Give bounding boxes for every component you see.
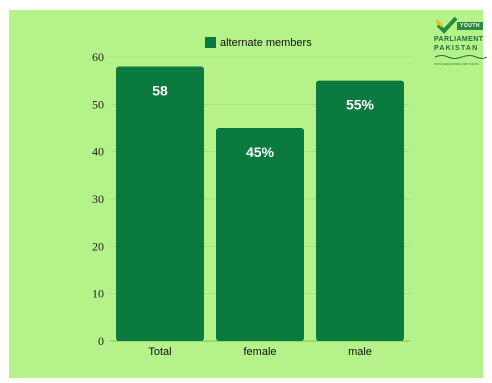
- data-label: 45%: [246, 144, 275, 160]
- bars: [116, 66, 404, 342]
- legend-swatch: [205, 37, 216, 48]
- logo-urdu-text: [434, 54, 490, 62]
- y-tick-label: 40: [92, 145, 104, 159]
- y-tick-label: 50: [92, 97, 104, 111]
- logo-parliament-text: PARLIAMENT: [434, 36, 484, 43]
- x-tick-label: female: [243, 346, 276, 358]
- y-tick-label: 20: [92, 239, 104, 253]
- bar: [216, 128, 304, 341]
- legend-label: alternate members: [220, 37, 312, 49]
- x-tick-label: Total: [148, 346, 171, 358]
- y-axis-ticks: 0 10 20 30 40 50 60: [92, 50, 104, 348]
- data-label: 55%: [346, 97, 375, 113]
- y-tick-label: 0: [98, 334, 104, 348]
- y-tick-label: 30: [92, 192, 104, 206]
- y-tick-label: 10: [92, 287, 104, 301]
- checkmark-icon: [436, 16, 458, 34]
- legend: alternate members: [205, 37, 312, 49]
- data-label: 58: [152, 82, 168, 98]
- x-axis-ticks: Total female male: [148, 346, 372, 358]
- y-tick-label: 60: [92, 50, 104, 64]
- youth-parliament-logo: YOUTH PARLIAMENT PAKISTAN CIVIC EDUCATIO…: [434, 14, 490, 70]
- x-tick-label: male: [348, 346, 372, 358]
- bar: [116, 66, 204, 341]
- logo-pakistan-text: PAKISTAN: [434, 45, 479, 52]
- bar: [316, 80, 404, 342]
- data-labels: 58 45% 55%: [152, 82, 374, 160]
- logo-tagline: CIVIC EDUCATION FOR YOUTH: [434, 62, 479, 66]
- logo-youth-text: YOUTH: [457, 22, 483, 30]
